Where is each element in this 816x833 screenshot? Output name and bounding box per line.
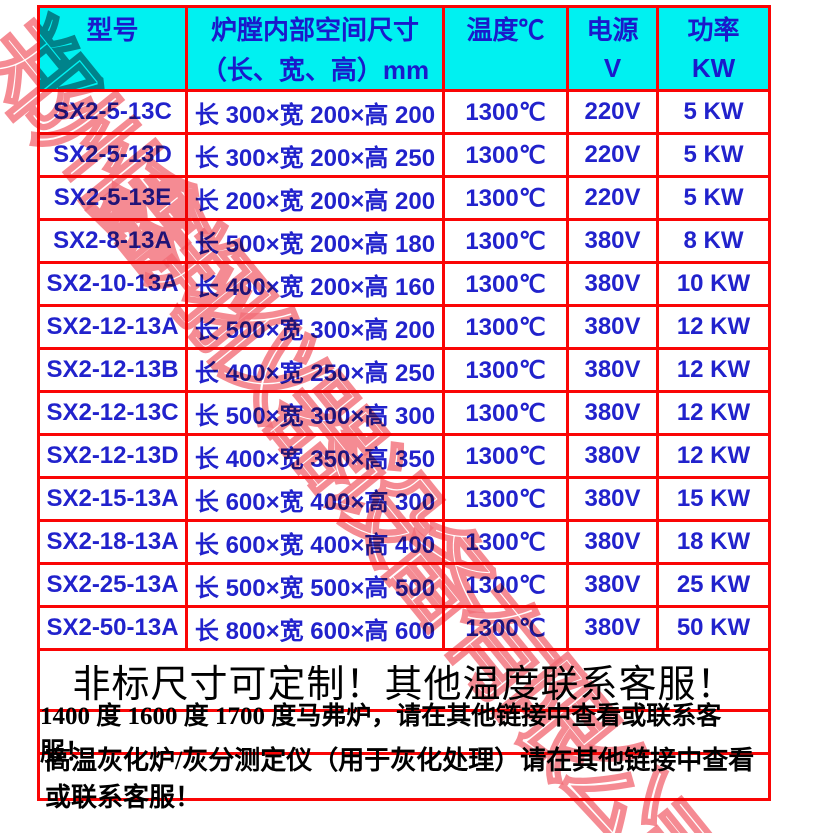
power-cell: 15 KW — [676, 485, 751, 512]
model-cell: SX2-25-13A — [40, 565, 188, 605]
dimensions-cell: 长 500×宽 300×高 300 — [188, 393, 445, 433]
header-voltage-line1: 电源 — [586, 14, 639, 45]
model-cell: SX2-12-13D — [40, 436, 188, 476]
power-cell: 5 KW — [683, 184, 744, 211]
voltage-cell: 380V — [569, 522, 659, 562]
header-dimensions-line2: （长、宽、高）mm — [200, 55, 430, 86]
power-cell: 10 KW — [676, 270, 751, 297]
power-cell: 12 KW — [676, 356, 751, 383]
model-cell: SX2-15-13A — [40, 479, 188, 519]
temperature-cell: 1300℃ — [445, 350, 569, 390]
temperature-cell: 1300℃ — [445, 92, 569, 132]
table-row: SX2-15-13A 长 600×宽 400×高 300 1300℃ 380V … — [40, 479, 768, 522]
temperature-cell: 1300℃ — [445, 264, 569, 304]
header-power-line1: 功率 — [687, 14, 740, 45]
model-cell: SX2-8-13A — [40, 221, 188, 261]
voltage-cell: 380V — [569, 307, 659, 347]
model-cell: SX2-5-13C — [40, 92, 188, 132]
power-cell: 5 KW — [683, 141, 744, 168]
header-dimensions: 炉膛内部空间尺寸 （长、宽、高）mm — [188, 8, 445, 89]
dimensions-cell: 长 300×宽 200×高 200 — [188, 92, 445, 132]
voltage-cell: 220V — [569, 92, 659, 132]
temperature-cell: 1300℃ — [445, 307, 569, 347]
voltage-cell: 380V — [569, 393, 659, 433]
table-row: SX2-18-13A 长 600×宽 400×高 400 1300℃ 380V … — [40, 522, 768, 565]
dimensions-cell: 长 500×宽 500×高 500 — [188, 565, 445, 605]
power-cell: 12 KW — [676, 313, 751, 340]
voltage-cell: 380V — [569, 565, 659, 605]
temperature-cell: 1300℃ — [445, 522, 569, 562]
header-temperature: 温度℃ — [445, 8, 569, 89]
dimensions-cell: 长 400×宽 350×高 350 — [188, 436, 445, 476]
voltage-cell: 220V — [569, 178, 659, 218]
power-cell: 8 KW — [683, 227, 744, 254]
table-row: SX2-12-13A 长 500×宽 300×高 200 1300℃ 380V … — [40, 307, 768, 350]
header-power-line2: KW — [691, 53, 736, 84]
dimensions-cell: 长 600×宽 400×高 400 — [188, 522, 445, 562]
voltage-cell: 380V — [569, 264, 659, 304]
voltage-cell: 380V — [569, 350, 659, 390]
model-cell: SX2-10-13A — [40, 264, 188, 304]
note-ashing-furnace: 高温灰化炉/灰分测定仪（用于灰化处理）请在其他链接中查看或联系客服！ — [45, 745, 755, 812]
temperature-cell: 1300℃ — [445, 608, 569, 648]
header-model-line2 — [40, 49, 185, 90]
header-voltage: 电源 V — [569, 8, 659, 89]
dimensions-cell: 长 300×宽 200×高 250 — [188, 135, 445, 175]
voltage-cell: 380V — [569, 479, 659, 519]
spec-table: 型号 炉膛内部空间尺寸 （长、宽、高）mm 温度℃ 电源 V 功率 KW SX2… — [37, 5, 771, 812]
table-row: SX2-5-13C 长 300×宽 200×高 200 1300℃ 220V 5… — [40, 92, 768, 135]
model-cell: SX2-12-13B — [40, 350, 188, 390]
power-cell: 50 KW — [676, 614, 751, 641]
power-cell: 5 KW — [683, 98, 744, 125]
header-temperature-line1: 温度℃ — [466, 14, 545, 45]
table-row: SX2-50-13A 长 800×宽 600×高 600 1300℃ 380V … — [40, 608, 768, 651]
table-row: SX2-10-13A 长 400×宽 200×高 160 1300℃ 380V … — [40, 264, 768, 307]
temperature-cell: 1300℃ — [445, 135, 569, 175]
table-row: SX2-5-13E 长 200×宽 200×高 200 1300℃ 220V 5… — [40, 178, 768, 221]
model-cell: SX2-5-13D — [40, 135, 188, 175]
temperature-cell: 1300℃ — [445, 221, 569, 261]
temperature-cell: 1300℃ — [445, 479, 569, 519]
header-power: 功率 KW — [659, 8, 768, 89]
table-row: SX2-12-13B 长 400×宽 250×高 250 1300℃ 380V … — [40, 350, 768, 393]
dimensions-cell: 长 500×宽 200×高 180 — [188, 221, 445, 261]
voltage-cell: 380V — [569, 221, 659, 261]
dimensions-cell: 长 600×宽 400×高 300 — [188, 479, 445, 519]
power-cell: 18 KW — [676, 528, 751, 555]
model-cell: SX2-50-13A — [40, 608, 188, 648]
model-cell: SX2-12-13C — [40, 393, 188, 433]
header-temperature-line2 — [445, 49, 566, 90]
temperature-cell: 1300℃ — [445, 565, 569, 605]
header-model-line1: 型号 — [86, 14, 139, 45]
temperature-cell: 1300℃ — [445, 178, 569, 218]
dimensions-cell: 长 400×宽 250×高 250 — [188, 350, 445, 390]
table-row: SX2-5-13D 长 300×宽 200×高 250 1300℃ 220V 5… — [40, 135, 768, 178]
temperature-cell: 1300℃ — [445, 436, 569, 476]
dimensions-cell: 长 800×宽 600×高 600 — [188, 608, 445, 648]
voltage-cell: 380V — [569, 608, 659, 648]
note-custom-size: 非标尺寸可定制！其他温度联系客服！ — [40, 651, 768, 712]
voltage-cell: 220V — [569, 135, 659, 175]
note-other-temperatures: 1400 度 1600 度 1700 度马弗炉，请在其他链接中查看或联系客服！ — [40, 703, 768, 766]
model-cell: SX2-12-13A — [40, 307, 188, 347]
table-header: 型号 炉膛内部空间尺寸 （长、宽、高）mm 温度℃ 电源 V 功率 KW — [40, 8, 768, 92]
table-row: SX2-12-13D 长 400×宽 350×高 350 1300℃ 380V … — [40, 436, 768, 479]
voltage-cell: 380V — [569, 436, 659, 476]
header-model: 型号 — [40, 8, 188, 89]
dimensions-cell: 长 500×宽 300×高 200 — [188, 307, 445, 347]
model-cell: SX2-5-13E — [40, 178, 188, 218]
table-row: SX2-25-13A 长 500×宽 500×高 500 1300℃ 380V … — [40, 565, 768, 608]
power-cell: 12 KW — [676, 399, 751, 426]
dimensions-cell: 长 200×宽 200×高 200 — [188, 178, 445, 218]
header-dimensions-line1: 炉膛内部空间尺寸 — [210, 14, 419, 45]
dimensions-cell: 长 400×宽 200×高 160 — [188, 264, 445, 304]
power-cell: 25 KW — [676, 571, 751, 598]
model-cell: SX2-18-13A — [40, 522, 188, 562]
temperature-cell: 1300℃ — [445, 393, 569, 433]
power-cell: 12 KW — [676, 442, 751, 469]
table-row: SX2-8-13A 长 500×宽 200×高 180 1300℃ 380V 8… — [40, 221, 768, 264]
table-row: SX2-12-13C 长 500×宽 300×高 300 1300℃ 380V … — [40, 393, 768, 436]
header-voltage-line2: V — [603, 53, 622, 84]
